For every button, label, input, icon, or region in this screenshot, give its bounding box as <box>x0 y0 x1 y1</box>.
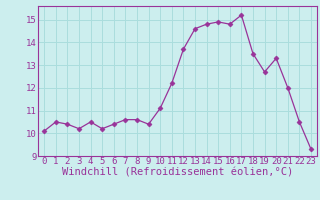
X-axis label: Windchill (Refroidissement éolien,°C): Windchill (Refroidissement éolien,°C) <box>62 168 293 178</box>
